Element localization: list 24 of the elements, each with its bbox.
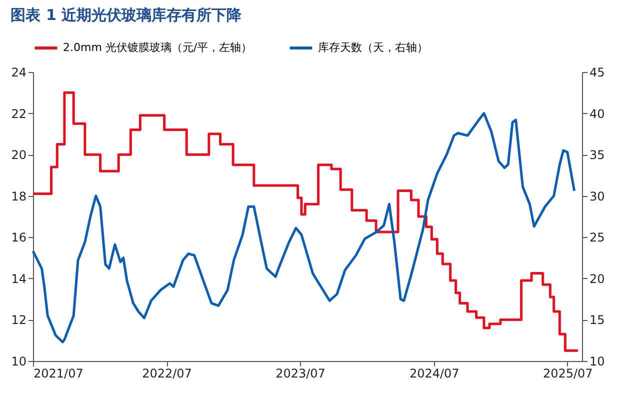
x-tick-label: 2023/07 [276, 366, 326, 380]
y-tick-label: 24 [11, 66, 26, 80]
x-tick-label: 2022/07 [142, 366, 192, 380]
y-tick-label: 20 [11, 148, 26, 162]
y-tick-label: 16 [11, 230, 26, 245]
x-tick-label: 2021/07 [34, 366, 84, 380]
y2-tick-label: 35 [590, 148, 605, 162]
chart-title: 图表 1 近期光伏玻璃库存有所下降 [10, 6, 243, 24]
y2-tick-label: 40 [590, 106, 605, 121]
y2-tick-label: 10 [590, 354, 605, 368]
legend-label: 2.0mm 光伏镀膜玻璃（元/平，左轴） [63, 41, 252, 54]
x-tick-label: 2024/07 [409, 366, 460, 380]
y2-tick-label: 15 [590, 313, 605, 328]
y-tick-label: 18 [11, 189, 26, 204]
y2-tick-label: 30 [590, 189, 605, 204]
y2-tick-label: 20 [590, 272, 605, 286]
y2-tick-label: 45 [590, 66, 605, 80]
x-tick-label: 2025/07 [542, 366, 593, 380]
legend-label: 库存天数（天，右轴） [318, 41, 428, 54]
y-tick-label: 10 [11, 354, 26, 368]
y-tick-label: 22 [11, 106, 26, 121]
y2-tick-label: 25 [590, 230, 605, 245]
y-tick-label: 14 [11, 272, 26, 286]
y-tick-label: 12 [11, 313, 26, 328]
